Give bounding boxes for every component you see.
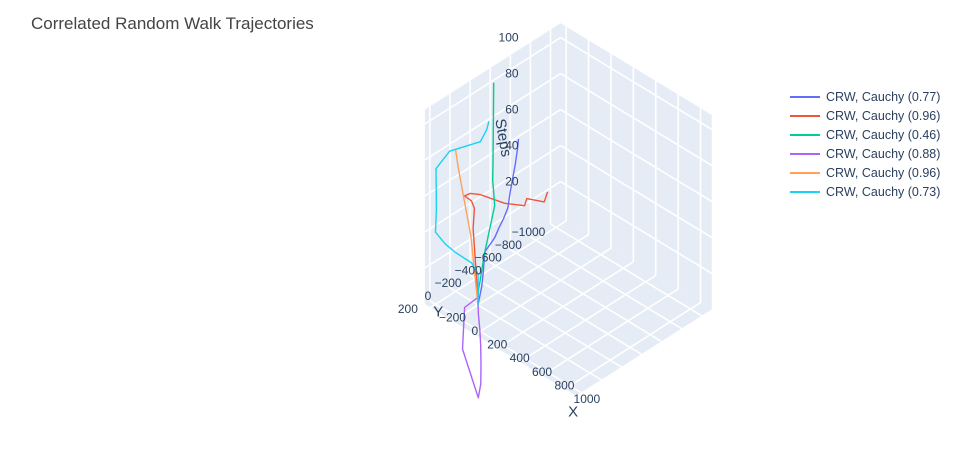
z-tick-label: 80 [505, 67, 519, 81]
legend-label: CRW, Cauchy (0.96) [826, 108, 941, 123]
z-gridline-wall-y [560, 72, 713, 167]
trace-line-3[interactable] [477, 82, 496, 306]
x-gridline-floor [430, 220, 567, 309]
y-gridline-floor [550, 223, 703, 317]
y-gridline-floor [529, 236, 683, 330]
legend-label: CRW, Cauchy (0.46) [826, 127, 941, 142]
scene-panes [424, 23, 712, 396]
legend-swatch [790, 171, 820, 174]
y-tick-label: −400 [455, 263, 482, 277]
y-tick-label: −800 [495, 238, 522, 252]
scene-gridlines [424, 26, 713, 394]
z-gridline-wall-y [560, 36, 713, 131]
legend-label: CRW, Cauchy (0.88) [826, 146, 941, 161]
legend-label: CRW, Cauchy (0.73) [826, 184, 941, 199]
x-tick-label: 0 [472, 324, 479, 338]
z-tick-label: 40 [505, 139, 519, 153]
trace-line-5[interactable] [454, 149, 479, 306]
trace-line-6[interactable] [434, 121, 490, 306]
trace-line-2[interactable] [463, 191, 549, 306]
y-gridline-floor [489, 261, 642, 355]
y-gridline-floor [469, 274, 622, 368]
y-tick-label: −200 [435, 276, 462, 290]
x-tick-label: −200 [439, 310, 466, 324]
y-axis-title: Y [433, 304, 443, 321]
z-tick-label: 100 [499, 31, 519, 45]
x-gridline-floor [452, 233, 589, 322]
legend: CRW, Cauchy (0.77) CRW, Cauchy (0.96) CRW,… [790, 87, 940, 201]
x-gridline-floor [497, 261, 634, 349]
legend-item[interactable]: CRW, Cauchy (0.46) [790, 125, 940, 144]
y-gridline-floor [429, 300, 582, 394]
x-tick-label: 1000 [574, 392, 601, 406]
legend-item[interactable]: CRW, Cauchy (0.96) [790, 106, 940, 125]
y-gridline-floor [449, 287, 602, 381]
legend-swatch [790, 152, 820, 155]
floor-pane [424, 217, 712, 396]
x-tick-label: 200 [487, 338, 507, 352]
y-gridline-floor [509, 248, 662, 343]
z-tick-label: 20 [505, 175, 519, 189]
x-gridline-floor [564, 301, 701, 390]
y-tick-label: 0 [425, 289, 432, 303]
y-tick-label: 200 [398, 302, 418, 316]
legend-swatch [790, 114, 820, 117]
back-wall-y [560, 23, 712, 310]
legend-label: CRW, Cauchy (0.77) [826, 89, 941, 104]
x-tick-label: 400 [510, 351, 530, 365]
z-gridline-wall-x [424, 180, 561, 269]
legend-item[interactable]: CRW, Cauchy (0.77) [790, 87, 940, 106]
z-gridline-wall-x [424, 36, 561, 125]
legend-label: CRW, Cauchy (0.96) [826, 165, 941, 180]
x-axis-title: X [568, 403, 578, 420]
z-axis-title: Steps [491, 117, 514, 158]
trace-line-1[interactable] [477, 138, 520, 306]
z-gridline-wall-x [424, 72, 561, 161]
y-tick-label: −600 [475, 251, 502, 265]
chart-title: Correlated Random Walk Trajectories [31, 14, 314, 33]
legend-swatch [790, 95, 820, 98]
legend-swatch [790, 133, 820, 136]
legend-item[interactable]: CRW, Cauchy (0.73) [790, 182, 940, 201]
z-gridline-wall-y [560, 108, 713, 203]
x-tick-label: 600 [532, 365, 552, 379]
z-gridline-wall-y [560, 180, 713, 275]
z-tick-label: 60 [505, 103, 519, 117]
x-tick-label: 800 [554, 378, 574, 392]
x-gridline-floor [474, 247, 612, 336]
z-gridline-wall-y [560, 144, 713, 239]
trace-group [434, 82, 549, 399]
y-tick-label: −1000 [512, 225, 546, 239]
tick-labels: −20002004006008001000−1000−800−600−400−2… [398, 31, 601, 406]
x-gridline-floor [542, 288, 679, 377]
x-gridline-floor [519, 274, 657, 363]
legend-item[interactable]: CRW, Cauchy (0.96) [790, 163, 940, 182]
legend-swatch [790, 190, 820, 193]
legend-item[interactable]: CRW, Cauchy (0.88) [790, 144, 940, 163]
axis-titles: X Y Steps [433, 117, 578, 420]
